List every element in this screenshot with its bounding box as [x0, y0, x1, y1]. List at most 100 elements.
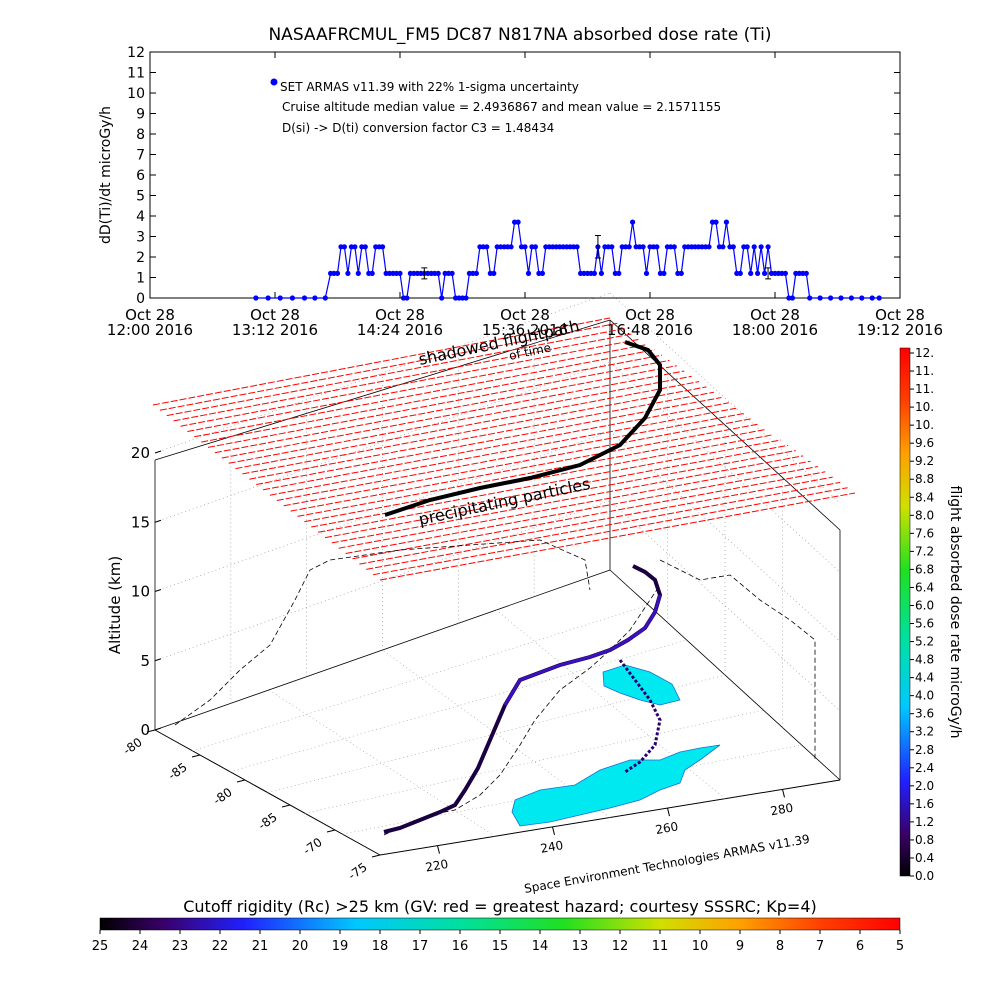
- data-point: [723, 219, 730, 225]
- data-point: [265, 295, 271, 301]
- hazard-line: [207, 359, 670, 448]
- right-wall-projection: [659, 559, 816, 760]
- latitude-axis-ticks: -80-85-80-85-70-75: [121, 729, 381, 883]
- floor-grid-line: [268, 689, 496, 837]
- lon-tick: [667, 808, 670, 817]
- data-point: [616, 270, 622, 276]
- hazard-grid: [152, 317, 856, 581]
- data-point: [609, 244, 615, 250]
- hazard-line: [379, 492, 856, 581]
- series-line: [255, 221, 880, 299]
- dose-colorbar-ticks: 12. 11. 11. 10. 10. 9.6 9.2 8.8 8.4 8.0 7.6 7.2 6.8 6…: [910, 346, 934, 883]
- data-point: [859, 295, 865, 301]
- z-tick-label: 15: [131, 513, 150, 531]
- hazard-line: [338, 460, 811, 549]
- hazard-line: [269, 407, 737, 496]
- data-point: [525, 270, 532, 276]
- hazard-line: [352, 471, 826, 560]
- data-point: [782, 270, 789, 276]
- rigidity-cb-tick-label: 6: [856, 939, 864, 954]
- x-tick-label: 18:00 2016: [732, 321, 818, 339]
- dose-series: [253, 219, 882, 301]
- x-tick-label: Oct 28: [625, 306, 675, 324]
- z-tick-label: 20: [131, 444, 150, 462]
- rigidity-cb-tick-label: 20: [292, 939, 309, 954]
- dose-cb-tick-label: 7.2: [915, 544, 934, 558]
- data-point: [748, 270, 754, 276]
- dose-cb-tick-label: 0.4: [915, 851, 934, 865]
- back-grid-line: [154, 292, 611, 454]
- terrain-landmass: [511, 664, 721, 827]
- rigidity-colorbar-ticks: 25 24 23 22 21 20 19 18 17 16 15 14 13 12 11 10 9 8 7 6 5: [92, 930, 904, 954]
- y-tick-label: 3: [136, 230, 145, 246]
- hazard-line: [187, 344, 648, 432]
- data-point: [640, 244, 646, 250]
- rigidity-cb-tick-label: 12: [612, 939, 629, 954]
- dose-cb-tick-label: 6.0: [915, 598, 934, 612]
- rigidity-cb-tick-label: 16: [452, 939, 469, 954]
- data-point: [253, 295, 259, 301]
- data-point: [277, 295, 283, 301]
- hazard-line: [166, 328, 625, 417]
- credit-text: Space Environment Technologies ARMAS v11…: [523, 832, 811, 896]
- data-point: [484, 244, 490, 250]
- y-tick-label: 11: [127, 66, 145, 82]
- hazard-line: [345, 466, 818, 554]
- dose-cb-tick-label: 5.2: [915, 635, 934, 649]
- data-point: [435, 270, 441, 276]
- dose-cb-tick-label: 2.8: [915, 743, 934, 757]
- data-point: [598, 270, 605, 276]
- rigidity-cb-tick-label: 24: [132, 939, 149, 954]
- y-tick-label: 8: [136, 127, 145, 143]
- hazard-line: [359, 476, 833, 565]
- hazard-line: [366, 481, 841, 570]
- dose-cb-tick-label: 9.2: [915, 454, 934, 468]
- hazard-line: [173, 333, 633, 422]
- floor-grid: [192, 604, 802, 837]
- rigidity-cb-tick-label: 9: [736, 939, 744, 954]
- rigidity-colorbar-title: Cutoff rigidity (Rc) >25 km (GV: red = g…: [183, 897, 817, 916]
- data-point: [765, 244, 771, 250]
- data-point: [312, 295, 318, 301]
- floor-grid-line: [229, 639, 687, 772]
- dose-cb-tick-label: 4.0: [915, 689, 934, 703]
- data-point: [751, 244, 757, 250]
- legend-median-text: Cruise altitude median value = 2.4936867…: [282, 100, 721, 114]
- data-point: [439, 295, 445, 301]
- hazard-line: [228, 375, 692, 464]
- lat-tick: [146, 729, 156, 733]
- data-point: [654, 244, 660, 250]
- z-tick-label: 5: [140, 652, 150, 670]
- dose-cb-tick-label: 6.4: [915, 580, 934, 594]
- data-point: [678, 270, 684, 276]
- data-point: [289, 295, 295, 301]
- data-point: [758, 244, 764, 250]
- rigidity-cb-tick-label: 18: [372, 939, 389, 954]
- x-tick-label: 14:24 2016: [357, 321, 443, 339]
- error-bar: [765, 267, 772, 280]
- hazard-line: [242, 386, 707, 475]
- hazard-line: [221, 370, 685, 459]
- hazard-line: [249, 391, 714, 480]
- z-tick-label: 0: [140, 721, 150, 739]
- data-point: [803, 270, 809, 276]
- flight-track-descent: [618, 659, 662, 774]
- dose-cb-tick-label: 4.4: [915, 671, 934, 685]
- y-tick-label: 0: [136, 291, 145, 307]
- hazard-line: [318, 444, 789, 533]
- data-point: [789, 295, 796, 301]
- rigidity-colorbar-gradient: [99, 917, 901, 931]
- rigidity-cb-tick-label: 15: [492, 939, 509, 954]
- hazard-line: [311, 439, 781, 528]
- x-tick-label: Oct 28: [500, 306, 550, 324]
- data-point: [369, 270, 375, 276]
- error-bar: [594, 234, 601, 259]
- dose-cb-tick-label: 11.: [915, 382, 934, 396]
- lon-tick-label: 220: [424, 857, 449, 875]
- rigidity-cb-tick-label: 8: [776, 939, 784, 954]
- flight-track-mid: [503, 594, 662, 706]
- rigidity-cb-tick-label: 13: [572, 939, 589, 954]
